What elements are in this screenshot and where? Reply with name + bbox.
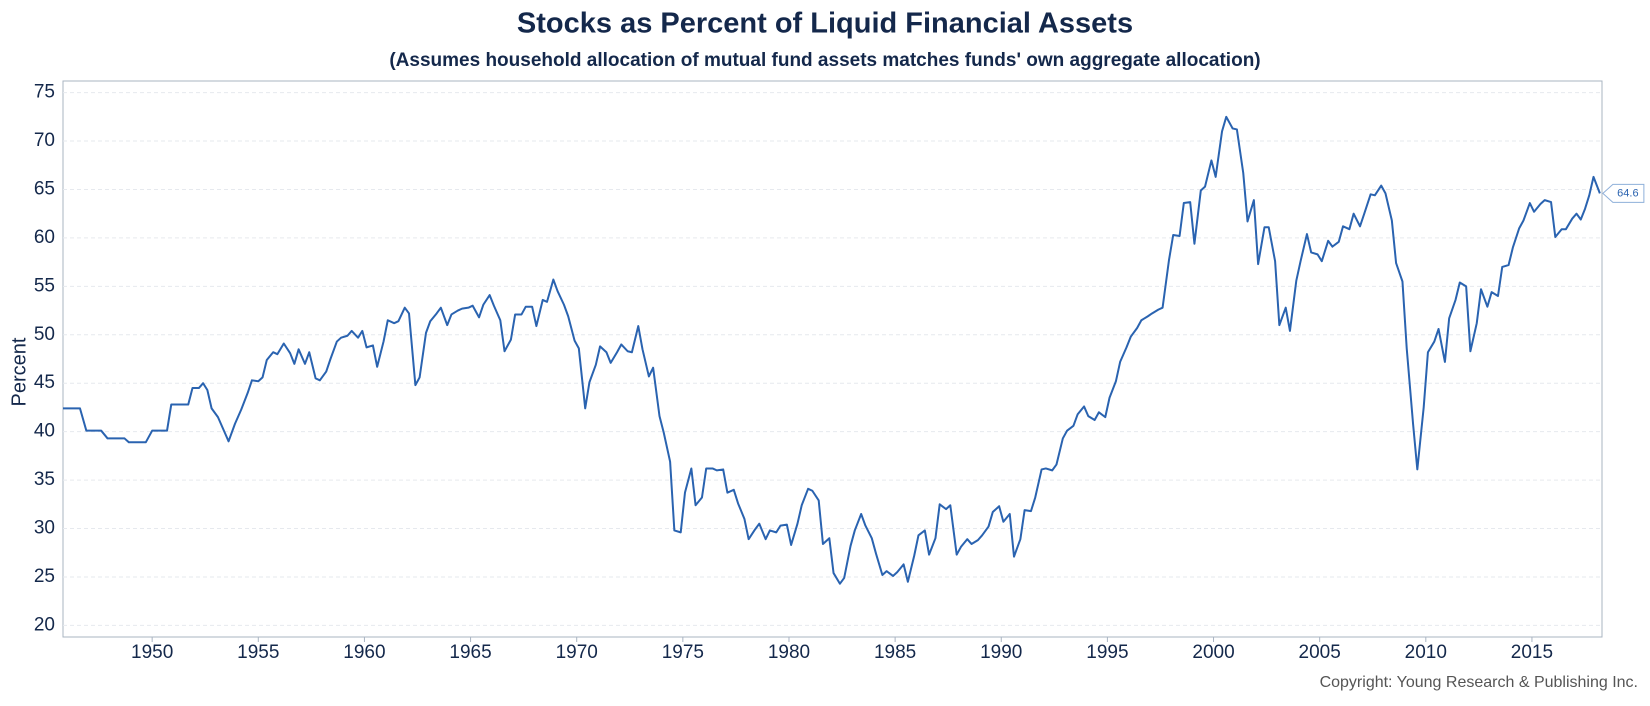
value-label-box [1602, 183, 1645, 203]
y-tick-label: 40 [34, 421, 55, 442]
y-tick-label: 65 [34, 179, 55, 200]
y-tick-label: 55 [34, 275, 55, 296]
x-tick-label: 1965 [449, 642, 491, 663]
x-tick-label: 1950 [131, 642, 173, 663]
x-tick-label: 1960 [343, 642, 385, 663]
x-tick-label: 1995 [1086, 642, 1128, 663]
data-line [63, 115, 1601, 585]
y-tick-label: 75 [34, 82, 55, 103]
x-tick-label: 2000 [1192, 642, 1234, 663]
x-tick-label: 1970 [556, 642, 598, 663]
y-tick-label: 25 [34, 566, 55, 587]
x-tick-label: 2015 [1511, 642, 1553, 663]
x-tick-label: 1985 [874, 642, 916, 663]
chart-subtitle: (Assumes household allocation of mutual … [389, 50, 1260, 71]
y-tick-label: 70 [34, 130, 55, 151]
y-tick-label: 30 [34, 518, 55, 539]
x-tick-label: 1975 [662, 642, 704, 663]
x-tick-label: 1980 [768, 642, 810, 663]
y-axis-label: Percent [8, 337, 30, 406]
chart-title: Stocks as Percent of Liquid Financial As… [517, 8, 1133, 40]
x-tick-label: 2005 [1299, 642, 1341, 663]
y-tick-label: 45 [34, 372, 55, 393]
x-tick-label: 1990 [980, 642, 1022, 663]
x-tick-label: 1955 [237, 642, 279, 663]
copyright: Copyright: Young Research & Publishing I… [1320, 674, 1638, 691]
y-tick-label: 35 [34, 469, 55, 490]
plot-border [62, 80, 1603, 638]
value-label: 64.6 [1617, 187, 1638, 199]
y-tick-label: 50 [34, 324, 55, 345]
y-tick-label: 60 [34, 227, 55, 248]
x-tick-label: 2010 [1405, 642, 1447, 663]
y-tick-label: 20 [34, 614, 55, 635]
